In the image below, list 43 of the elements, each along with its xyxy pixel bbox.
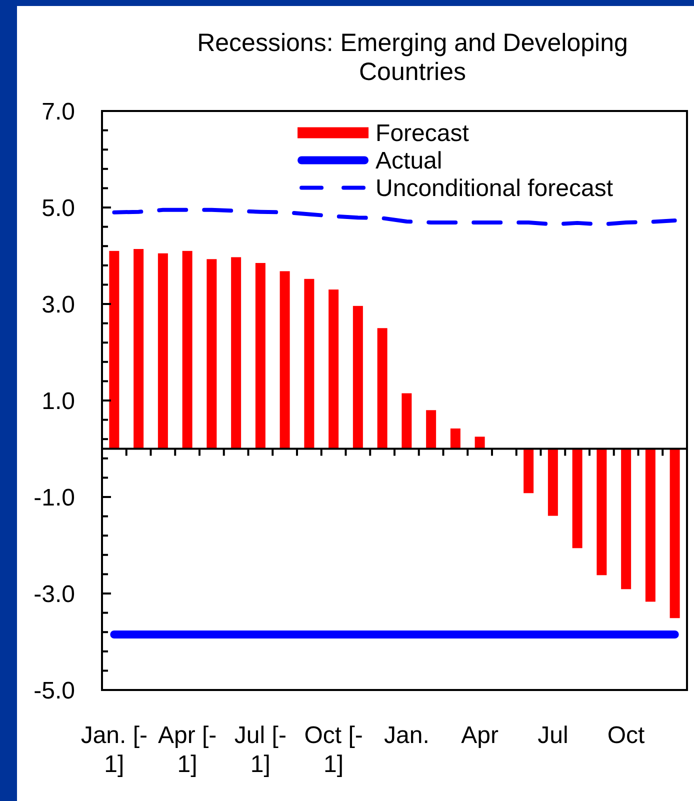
chart-title: Recessions: Emerging and Developing Countries <box>197 29 628 86</box>
bar <box>280 271 290 449</box>
bar <box>524 448 534 494</box>
x-tick-label: Jul <box>538 722 568 749</box>
bar <box>377 328 388 449</box>
bar <box>548 448 558 516</box>
x-tick-label: Apr <box>461 722 498 749</box>
legend-label: Actual <box>376 148 442 175</box>
bar <box>450 428 460 449</box>
bar <box>158 253 168 449</box>
bar <box>402 393 412 449</box>
bar <box>670 448 680 618</box>
bar <box>621 448 632 590</box>
bar <box>206 259 217 449</box>
bar <box>426 410 436 449</box>
bar <box>231 257 242 449</box>
line-series <box>112 208 677 226</box>
bar <box>134 248 144 449</box>
y-tick-label: -1.0 <box>34 484 75 512</box>
x-tick-label: Oct <box>607 722 646 749</box>
y-tick-label: 1.0 <box>42 388 75 415</box>
bar <box>474 436 485 449</box>
x-tick-label: Jan. <box>384 722 430 749</box>
bar <box>182 250 192 449</box>
bar <box>255 262 266 449</box>
y-tick-label: 5.0 <box>42 194 75 222</box>
bar <box>352 306 363 449</box>
bar <box>304 278 314 449</box>
legend-label: Forecast <box>376 120 470 148</box>
y-tick-label: -3.0 <box>34 580 75 608</box>
bar <box>328 290 339 449</box>
legend-label: Unconditional forecast <box>376 175 614 202</box>
y-tick-label: 3.0 <box>42 291 75 318</box>
y-tick-label: 7.0 <box>42 98 75 126</box>
bar <box>645 448 656 602</box>
bar <box>109 250 120 449</box>
y-tick-label: -5.0 <box>34 677 75 704</box>
x-tick-label: Jul [-1] <box>234 722 286 778</box>
bar <box>596 448 607 576</box>
x-tick-label: Apr [-1] <box>158 722 217 778</box>
x-tick-label: Oct [-1] <box>304 722 363 778</box>
x-tick-label: Jan. [-1] <box>80 722 148 778</box>
bar <box>572 448 582 548</box>
